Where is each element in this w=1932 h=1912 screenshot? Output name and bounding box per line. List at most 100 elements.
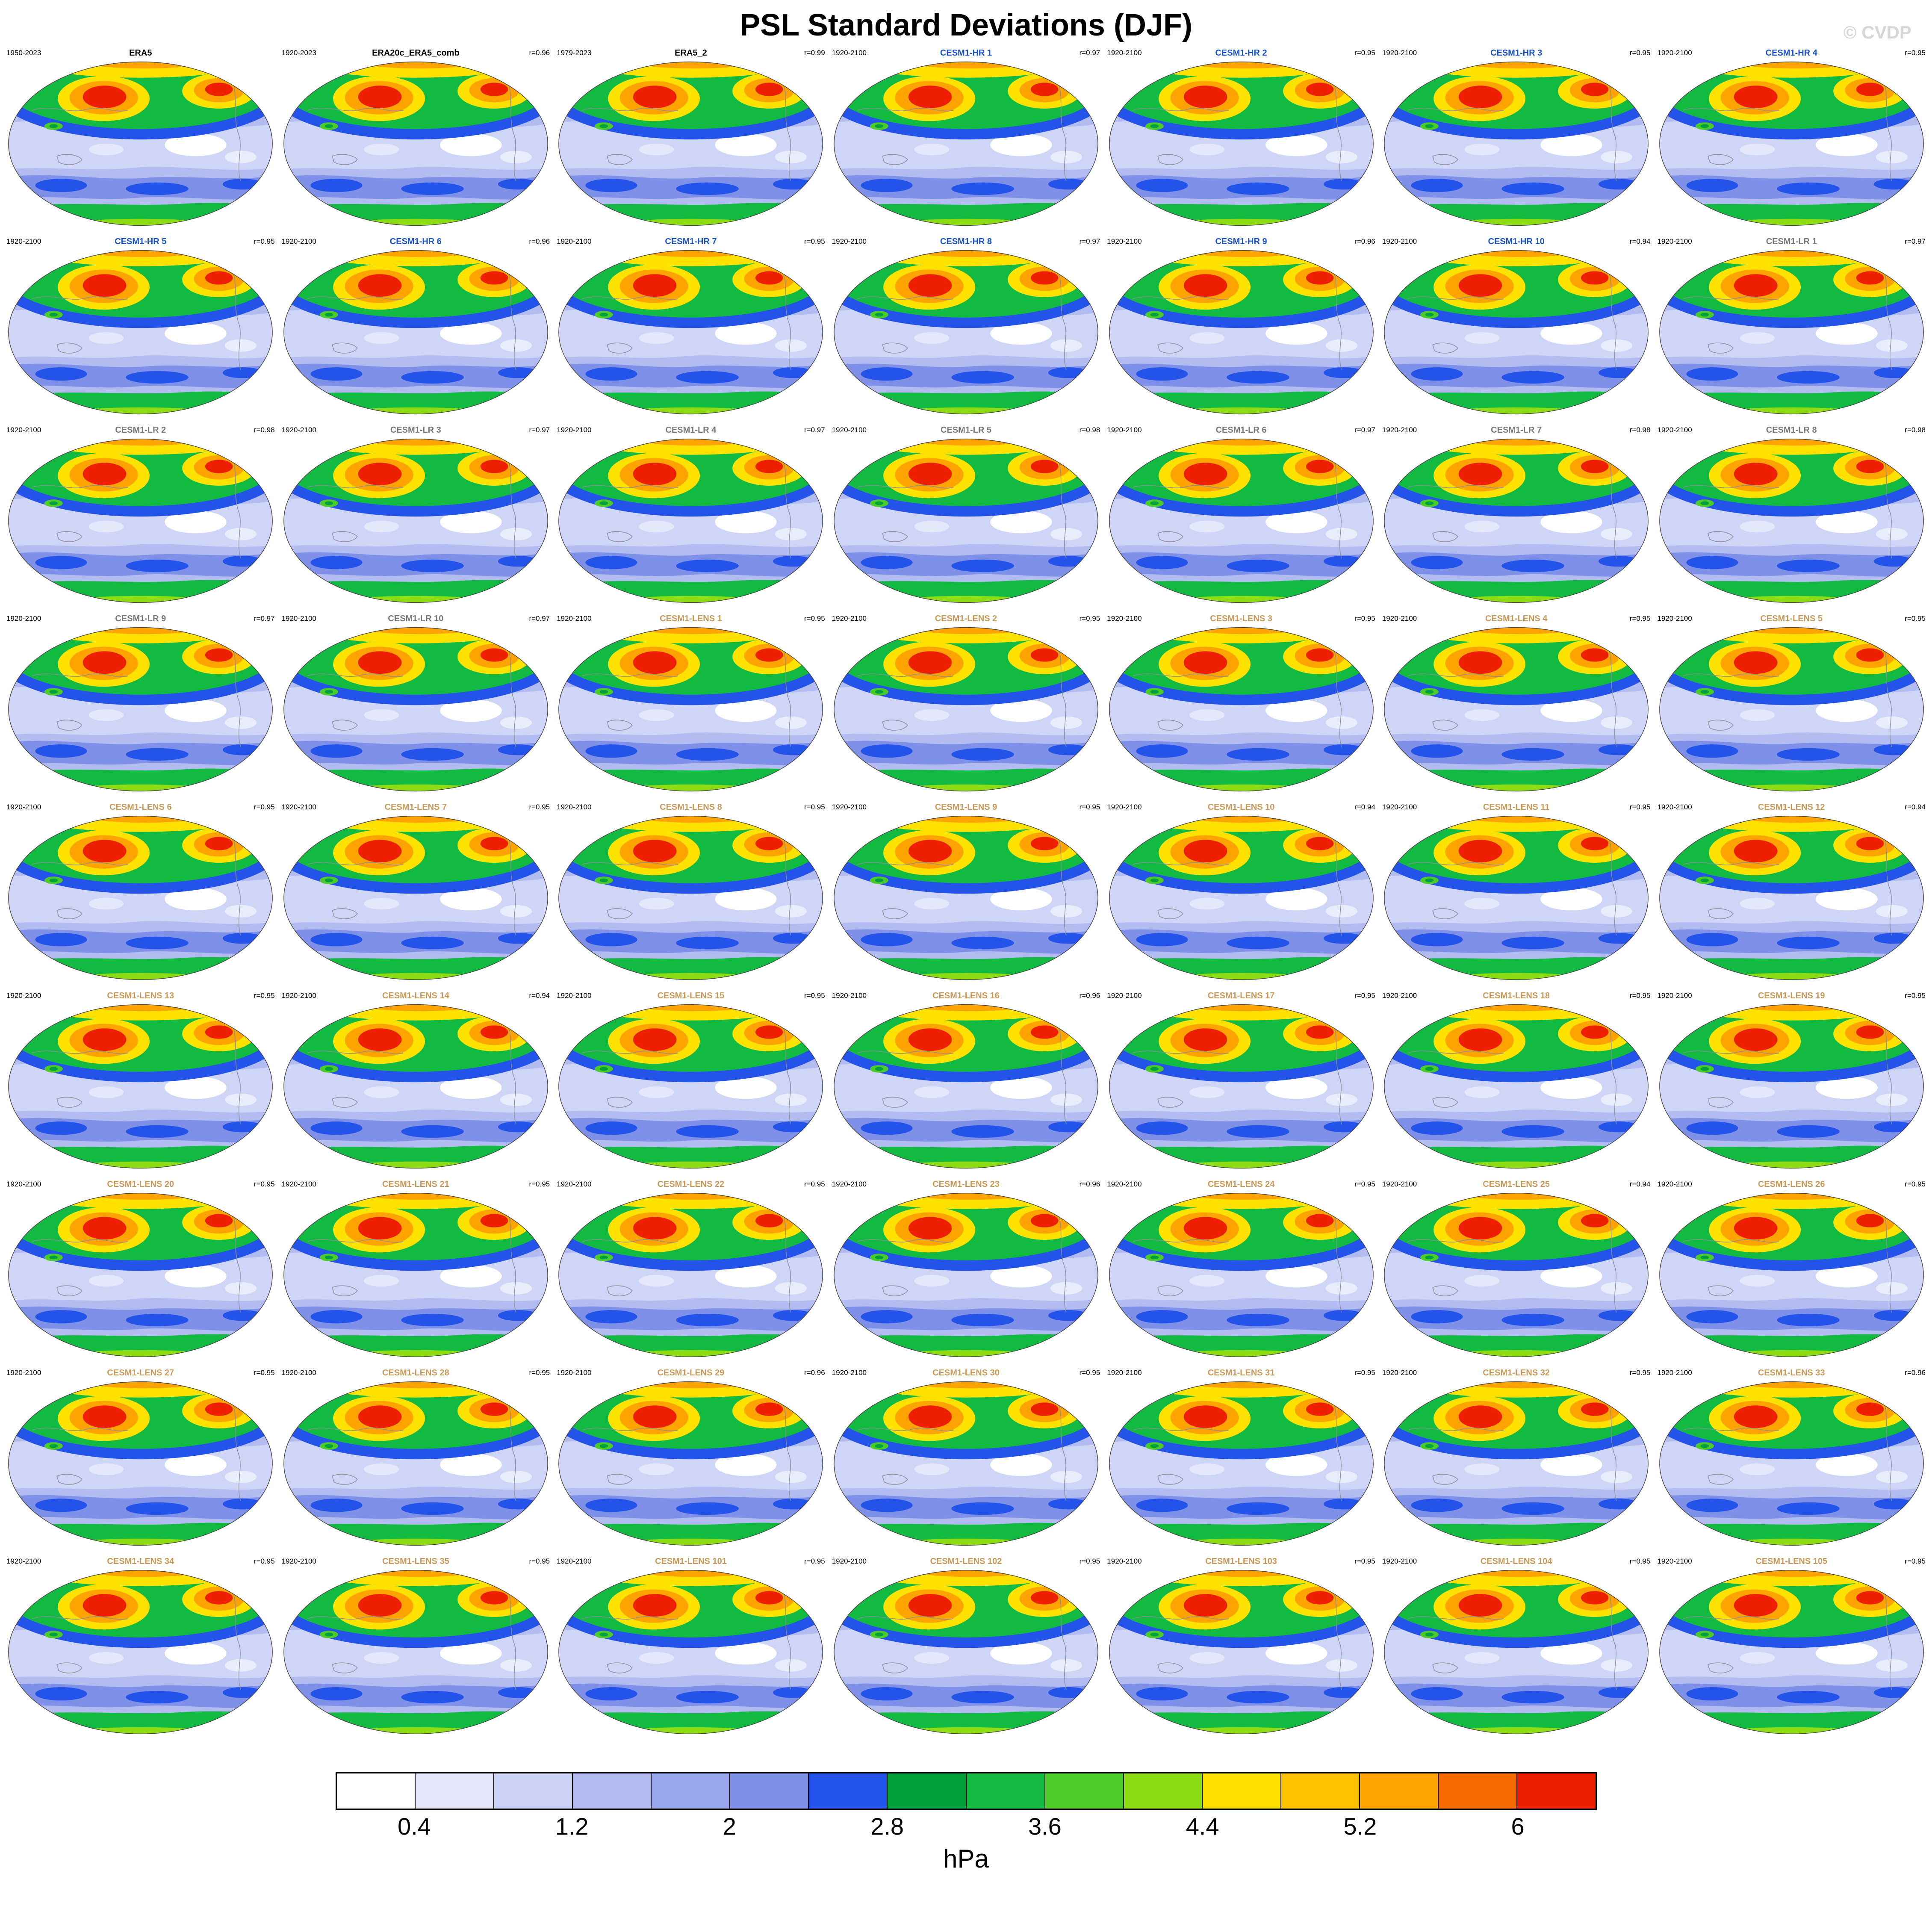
panel-header: 1920-2100 CESM1-HR 9 r=0.96 [1103,236,1379,248]
panel-title: CESM1-LENS 20 [107,1180,174,1189]
panel-years: 1920-2100 [281,803,316,811]
panel-rvalue: r=0.95 [1905,1557,1926,1565]
world-map [7,1191,274,1359]
panel-header: 1920-2100 CESM1-LENS 24 r=0.95 [1103,1178,1379,1190]
map-panel: 1920-2100 CESM1-HR 2 r=0.95 [1103,45,1379,234]
world-map [1658,1568,1925,1736]
panel-years: 1920-2100 [1107,803,1142,811]
panel-header: 1950-2023 ERA5 [3,47,278,59]
map-panel: 1920-2100 CESM1-LENS 8 r=0.95 [553,800,829,988]
panel-rvalue: r=0.95 [254,1557,275,1565]
panel-years: 1920-2100 [1657,426,1692,434]
panel-years: 1920-2100 [1107,49,1142,57]
panel-rvalue: r=0.95 [1079,1557,1100,1565]
panel-rvalue: r=0.98 [1905,426,1926,434]
colorbar-segment [729,1773,808,1809]
world-map [832,60,1100,227]
world-map [557,60,824,227]
panel-rvalue: r=0.95 [804,1180,825,1188]
panel-years: 1920-2100 [557,803,592,811]
panel-years: 1920-2100 [1657,49,1692,57]
colorbar-tick-label: 4.4 [1186,1813,1219,1840]
map-panel: 1920-2100 CESM1-LENS 28 r=0.95 [278,1365,554,1554]
panel-rvalue: r=0.95 [1629,1369,1651,1377]
map-panel: 1920-2100 CESM1-LR 6 r=0.97 [1103,422,1379,611]
panel-header: 1920-2100 CESM1-LENS 34 r=0.95 [3,1555,278,1567]
panel-header: 1920-2100 CESM1-LENS 102 r=0.95 [829,1555,1104,1567]
world-map [1658,626,1925,793]
panel-rvalue: r=0.95 [529,1557,550,1565]
map-panel: 1920-2100 CESM1-LENS 15 r=0.95 [553,988,829,1177]
map-panel: 1920-2100 CESM1-LR 8 r=0.98 [1654,422,1929,611]
panel-header: 1920-2100 CESM1-HR 6 r=0.96 [278,236,554,248]
world-map [1383,814,1650,982]
world-map [7,1380,274,1547]
panel-years: 1920-2100 [1382,426,1417,434]
map-panel: 1920-2100 CESM1-LENS 13 r=0.95 [3,988,278,1177]
panel-years: 1920-2100 [832,803,867,811]
colorbar-tick-label: 2 [723,1813,736,1840]
panel-rvalue: r=0.96 [529,49,550,57]
panel-years: 1920-2100 [832,991,867,1000]
panel-header: 1920-2100 CESM1-LENS 17 r=0.95 [1103,990,1379,1002]
panel-header: 1920-2100 CESM1-LR 10 r=0.97 [278,613,554,625]
colorbar-segment [1359,1773,1438,1809]
panel-header: 1920-2100 CESM1-HR 5 r=0.95 [3,236,278,248]
map-panel: 1920-2100 CESM1-LENS 26 r=0.95 [1654,1177,1929,1365]
map-panel: 1920-2100 CESM1-LR 2 r=0.98 [3,422,278,611]
map-panel: 1950-2023 ERA5 [3,45,278,234]
panel-title: CESM1-LENS 33 [1758,1368,1825,1378]
world-map [7,248,274,416]
panel-header: 1920-2100 CESM1-LENS 1 r=0.95 [553,613,829,625]
world-map [832,1380,1100,1547]
panel-years: 1950-2023 [6,49,41,57]
panel-rvalue: r=0.95 [1354,1180,1375,1188]
colorbar-tick-label: 6 [1511,1813,1525,1840]
world-map [832,814,1100,982]
panel-years: 1920-2100 [1382,991,1417,1000]
panel-title: CESM1-LENS 25 [1483,1180,1550,1189]
world-map [7,1568,274,1736]
panel-title: CESM1-LR 2 [115,425,166,435]
panel-years: 1920-2100 [832,1369,867,1377]
map-panel: 1920-2100 CESM1-LENS 22 r=0.95 [553,1177,829,1365]
world-map [832,437,1100,605]
world-map [832,1568,1100,1736]
panel-rvalue: r=0.96 [1905,1369,1926,1377]
panel-header: 1920-2100 CESM1-LENS 16 r=0.96 [829,990,1104,1002]
panel-rvalue: r=0.98 [254,426,275,434]
map-panel: 1920-2100 CESM1-LR 7 r=0.98 [1379,422,1654,611]
panel-title: CESM1-LENS 27 [107,1368,174,1378]
world-map [7,814,274,982]
panel-rvalue: r=0.95 [1354,49,1375,57]
world-map [832,626,1100,793]
world-map [282,1568,549,1736]
panel-title: CESM1-LR 3 [390,425,441,435]
map-panel: 1920-2100 CESM1-HR 3 r=0.95 [1379,45,1654,234]
panel-title: CESM1-HR 4 [1765,48,1817,58]
map-panel: 1920-2100 CESM1-LENS 27 r=0.95 [3,1365,278,1554]
map-panel: 1920-2100 CESM1-LR 10 r=0.97 [278,611,554,800]
panel-title: CESM1-LENS 1 [660,614,722,623]
panel-title: CESM1-HR 9 [1215,237,1267,246]
world-map [282,248,549,416]
world-map [1658,1003,1925,1170]
colorbar-tick-label: 5.2 [1343,1813,1377,1840]
panel-rvalue: r=0.95 [1354,1557,1375,1565]
panel-header: 1920-2100 CESM1-LENS 3 r=0.95 [1103,613,1379,625]
panel-title: CESM1-LENS 9 [935,803,997,812]
map-panel: 1920-2100 CESM1-LENS 35 r=0.95 [278,1554,554,1742]
map-panel: 1920-2100 CESM1-LENS 3 r=0.95 [1103,611,1379,800]
colorbar-tick-label: 2.8 [870,1813,904,1840]
map-panel: 1920-2100 CESM1-LR 5 r=0.98 [829,422,1104,611]
colorbar-tick-label: 1.2 [555,1813,589,1840]
world-map [7,60,274,227]
map-panel: 1920-2100 CESM1-LENS 9 r=0.95 [829,800,1104,988]
world-map [1383,248,1650,416]
colorbar-tick-labels: 0.4 1.2 2 2.8 3.6 4.4 5.2 6 [336,1810,1597,1842]
panel-rvalue: r=0.95 [1629,991,1651,1000]
colorbar-unit-label: hPa [943,1844,989,1873]
panel-header: 1920-2100 CESM1-LENS 20 r=0.95 [3,1178,278,1190]
panel-title: CESM1-LENS 35 [382,1557,449,1566]
panel-years: 1920-2100 [832,49,867,57]
